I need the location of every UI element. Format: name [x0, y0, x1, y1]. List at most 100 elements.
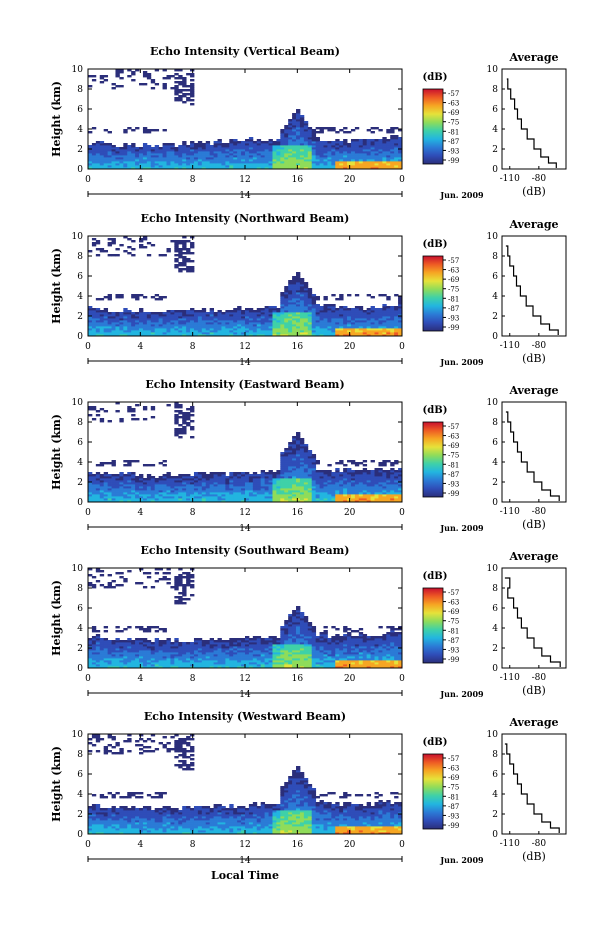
- heatmap-cell: [135, 147, 139, 149]
- heatmap-cell: [96, 580, 100, 582]
- heatmap-cell: [190, 260, 194, 262]
- heatmap-cell: [186, 248, 190, 250]
- heatmap-cell: [151, 416, 155, 418]
- avg-x-tick-label: -80: [532, 507, 547, 517]
- heatmap-cell: [276, 308, 280, 310]
- heatmap-cell: [198, 638, 202, 640]
- avg-y-tick-label: 10: [487, 65, 499, 75]
- heatmap-cell: [182, 412, 186, 414]
- heatmap-cell: [347, 460, 351, 462]
- heatmap-cell: [378, 294, 382, 296]
- heatmap-cell: [335, 139, 339, 141]
- heatmap-cell: [104, 143, 108, 145]
- heatmap-cell: [96, 464, 100, 466]
- heatmap-cell: [131, 79, 135, 81]
- date-label: Jun. 2009: [439, 190, 484, 200]
- avg-x-tick-label: -80: [532, 341, 547, 351]
- heatmap-cell: [151, 244, 155, 246]
- y-axis-label: Height (km): [50, 81, 63, 157]
- colorbar-tick-label: -87: [448, 471, 459, 479]
- heatmap-cell: [182, 89, 186, 91]
- heatmap-cell: [320, 141, 324, 143]
- heatmap-cell: [127, 406, 131, 408]
- heatmap-cell: [280, 129, 284, 131]
- heatmap-cell: [186, 412, 190, 414]
- heatmap-cell: [88, 85, 92, 87]
- heatmap-cell: [155, 312, 159, 314]
- heatmap-cell: [100, 141, 104, 143]
- heatmap-cell: [269, 470, 273, 472]
- heatmap-cell: [100, 310, 104, 312]
- heatmap-cell: [151, 312, 155, 314]
- heatmap-cell: [186, 89, 190, 91]
- heatmap-cell: [371, 306, 375, 308]
- heatmap-cell: [382, 460, 386, 462]
- x-tick-label: 16: [292, 175, 304, 185]
- heatmap-cell: [139, 238, 143, 240]
- x-tick-label: 12: [239, 508, 250, 518]
- heatmap-cell: [308, 288, 312, 290]
- heatmap-cell: [100, 570, 104, 572]
- heatmap-cell: [147, 129, 151, 131]
- avg-y-tick-label: 8: [492, 418, 498, 428]
- heatmap-cell: [151, 406, 155, 408]
- heatmap-cell: [139, 83, 143, 85]
- heatmap-cell: [347, 468, 351, 470]
- heatmap-cell: [147, 626, 151, 628]
- x-tick-label: 12: [239, 175, 250, 185]
- heatmap-cell: [218, 472, 222, 474]
- heatmap-cell: [284, 448, 288, 450]
- heatmap-cell: [92, 242, 96, 244]
- heatmap-cell: [170, 476, 174, 478]
- heatmap-cell: [300, 278, 304, 280]
- heatmap-cell: [147, 576, 151, 578]
- y-tick-label: 10: [72, 398, 84, 408]
- heatmap-cell: [178, 268, 182, 270]
- heatmap-cell: [123, 474, 127, 476]
- heatmap-cell: [123, 250, 127, 252]
- heatmap-cell: [186, 258, 190, 260]
- x-tick-label: 8: [190, 342, 196, 352]
- heatmap-cell: [163, 464, 167, 466]
- heatmap-cell: [119, 85, 123, 87]
- y-tick-label: 8: [77, 85, 83, 95]
- heatmap-cell: [108, 574, 112, 576]
- heatmap-cell: [335, 298, 339, 300]
- heatmap-cell: [245, 472, 249, 474]
- heatmap-cell: [390, 462, 394, 464]
- heatmap-cell: [112, 238, 116, 240]
- heatmap-cell: [174, 81, 178, 83]
- avg-y-tick-label: 0: [492, 332, 498, 342]
- colorbar-tick-label: -81: [448, 461, 459, 469]
- heatmap-cell: [151, 87, 155, 89]
- heatmap-cell: [327, 141, 331, 143]
- day-label: 14: [239, 191, 251, 201]
- heatmap-cell: [131, 254, 135, 256]
- heatmap-cell: [119, 576, 123, 578]
- heatmap-cell: [382, 137, 386, 139]
- heatmap-cell: [151, 626, 155, 628]
- colorbar-unit: (dB): [423, 405, 448, 416]
- heatmap-cell: [139, 474, 143, 476]
- colorbar-tick-label: -63: [448, 267, 459, 275]
- heatmap-cell: [237, 472, 241, 474]
- heatmap-cell: [355, 294, 359, 296]
- y-tick-label: 8: [77, 418, 83, 428]
- heatmap-cell: [284, 286, 288, 288]
- heatmap-cell: [135, 582, 139, 584]
- x-tick-label: 0: [85, 175, 91, 185]
- heatmap-cell: [288, 280, 292, 282]
- x-tick-label: 0: [399, 508, 405, 518]
- heatmap-cell: [190, 83, 194, 85]
- heatmap-cell: [331, 304, 335, 306]
- heatmap-cell: [151, 476, 155, 478]
- colorbar-tick-label: -69: [448, 442, 459, 450]
- heatmap-cell: [371, 460, 375, 462]
- avg-y-tick-label: 10: [487, 398, 499, 408]
- heatmap-cell: [335, 308, 339, 310]
- heatmap-cell: [316, 137, 320, 139]
- avg-frame: [502, 69, 566, 169]
- heatmap-cell: [108, 242, 112, 244]
- heatmap-cell: [167, 143, 171, 145]
